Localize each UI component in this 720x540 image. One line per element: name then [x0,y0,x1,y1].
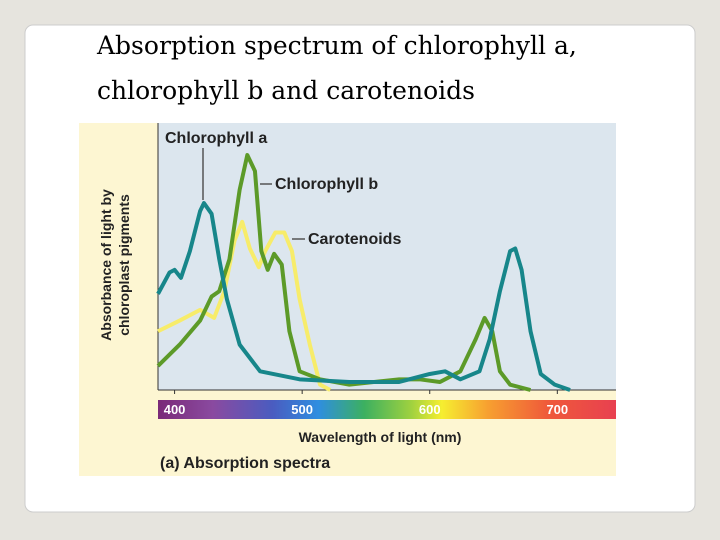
x-tick-label: 600 [419,402,441,417]
series-line [156,201,571,392]
figure-caption: (a) Absorption spectra [160,455,330,472]
x-tick-label: 400 [164,402,186,417]
x-tick-label: 500 [291,402,313,417]
x-tick-label: 700 [546,402,568,417]
x-axis-label: Wavelength of light (nm) [299,429,462,445]
spectrum-bar [158,400,616,419]
legend-label: Chlorophyll a [165,130,267,147]
legend-label: Chlorophyll b [275,176,378,193]
plot-area [158,123,616,390]
series-line [157,219,332,392]
slide-title: Absorption spectrum of chlorophyll a, [96,31,577,60]
y-axis-label: Absorbance of light by [98,189,114,341]
slide-title: chlorophyll b and carotenoids [97,76,475,105]
y-axis-label: chloroplast pigments [116,194,132,336]
legend-label: Carotenoids [308,231,401,248]
